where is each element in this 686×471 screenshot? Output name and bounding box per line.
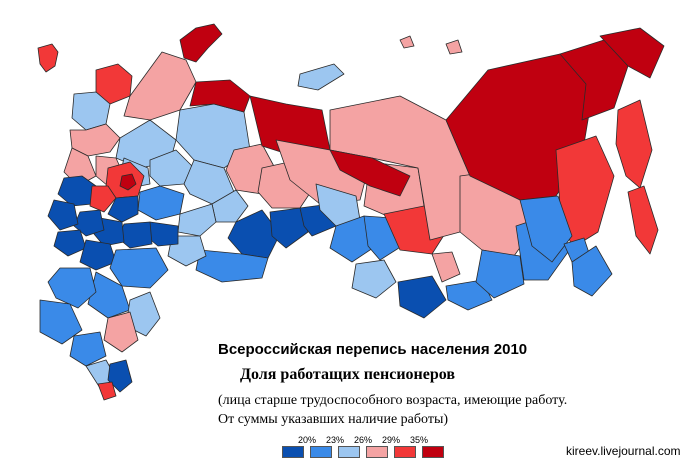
region-chelyabinsk [269,207,309,249]
legend-swatch-4 [366,446,388,458]
legend-swatch-1 [282,446,304,458]
legend-swatch-2 [310,446,332,458]
region-chukotka [599,27,665,79]
legend-swatch-5 [394,446,416,458]
map-title: Всероссийская перепись населения 2010 [218,341,528,358]
region-arkhangelsk [123,51,197,121]
legend-swatch-6 [422,446,444,458]
region-altai-krai [351,259,397,299]
map-note-line2: От суммы указавших наличие работы) [218,412,449,427]
map-subtitle: Доля работащих пенсионеров [240,366,456,383]
region-island-small-2 [445,39,463,55]
region-ryazan [107,195,139,223]
region-primorsky [571,245,613,297]
region-saratov [109,247,169,289]
region-tatarstan [177,203,217,237]
legend-label-35: 35% [410,435,429,445]
region-volgograd [87,271,131,319]
region-kaliningrad [37,43,59,73]
credit-text: kireev.livejournal.com [566,444,681,458]
region-arctic-islands [297,63,345,91]
region-orenburg [195,249,269,283]
region-island-small-1 [399,35,415,49]
region-kaluga [89,185,117,213]
region-kursk [53,229,87,257]
region-taimyr [329,149,411,197]
legend-label-20: 20% [298,435,317,445]
region-nizhny [137,185,185,221]
region-nenets [189,79,251,113]
region-amur [519,195,573,263]
region-khakassia [431,251,461,283]
legend-label-29: 29% [382,435,401,445]
region-bryansk [47,199,79,231]
region-kamchatka [615,99,653,189]
region-moscow-city [119,173,137,191]
region-stavropol [69,331,107,367]
region-sakhalin [627,185,659,255]
region-krasnodar [39,299,83,345]
region-voronezh [79,239,117,271]
region-kalmykia [103,311,139,353]
region-chechnya [97,381,117,401]
region-buryatia [475,249,525,299]
legend-label-26: 26% [354,435,373,445]
region-rostov [47,267,97,309]
legend-swatch-3 [338,446,360,458]
region-novaya-zemlya [179,23,223,63]
legend-label-23: 23% [326,435,345,445]
region-omsk [329,215,377,263]
map-note-line1: (лица старше трудоспособного возраста, и… [218,393,568,408]
region-dagestan [107,359,133,393]
region-altai-rep [397,275,447,319]
